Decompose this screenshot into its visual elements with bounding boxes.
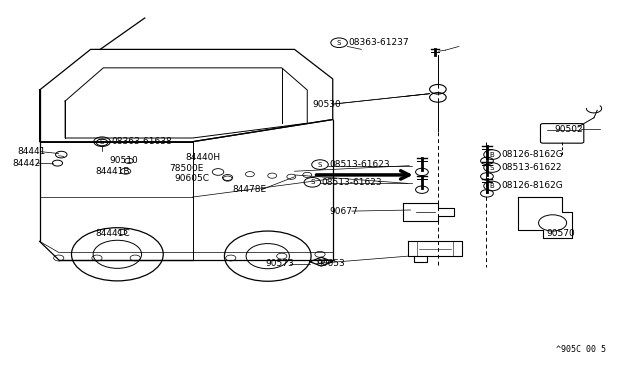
Text: ^905C 00 5: ^905C 00 5 xyxy=(556,345,606,354)
Text: 84441C: 84441C xyxy=(96,229,131,238)
Text: 08363-61237: 08363-61237 xyxy=(348,38,409,47)
Text: S: S xyxy=(337,40,341,46)
Text: S: S xyxy=(318,161,322,167)
Text: 84442: 84442 xyxy=(13,158,41,168)
Text: 08513-61622: 08513-61622 xyxy=(501,163,561,172)
Text: 90605C: 90605C xyxy=(175,174,210,183)
Text: 90570: 90570 xyxy=(547,229,575,238)
Text: 84441B: 84441B xyxy=(96,167,130,176)
Text: S: S xyxy=(100,139,104,145)
Text: 84478E: 84478E xyxy=(232,185,266,194)
Text: 90530: 90530 xyxy=(312,100,341,109)
Text: B: B xyxy=(490,152,495,158)
Text: S: S xyxy=(310,179,314,185)
Text: 84441: 84441 xyxy=(17,147,45,156)
Text: 84440H: 84440H xyxy=(185,153,220,162)
Text: 90510: 90510 xyxy=(109,156,138,166)
Text: B: B xyxy=(490,183,495,189)
Text: 90677: 90677 xyxy=(330,206,358,216)
Text: 08126-8162G: 08126-8162G xyxy=(501,150,563,159)
Text: 08513-61623: 08513-61623 xyxy=(329,160,390,169)
Text: 90502: 90502 xyxy=(554,125,583,134)
Text: 08363-61638: 08363-61638 xyxy=(111,137,172,146)
Text: 90573: 90573 xyxy=(266,259,294,268)
Text: 08513-61623: 08513-61623 xyxy=(321,178,382,187)
Text: 90653: 90653 xyxy=(317,259,346,268)
Text: 08126-8162G: 08126-8162G xyxy=(501,182,563,190)
Text: 78500E: 78500E xyxy=(170,164,204,173)
Text: S: S xyxy=(490,164,494,170)
